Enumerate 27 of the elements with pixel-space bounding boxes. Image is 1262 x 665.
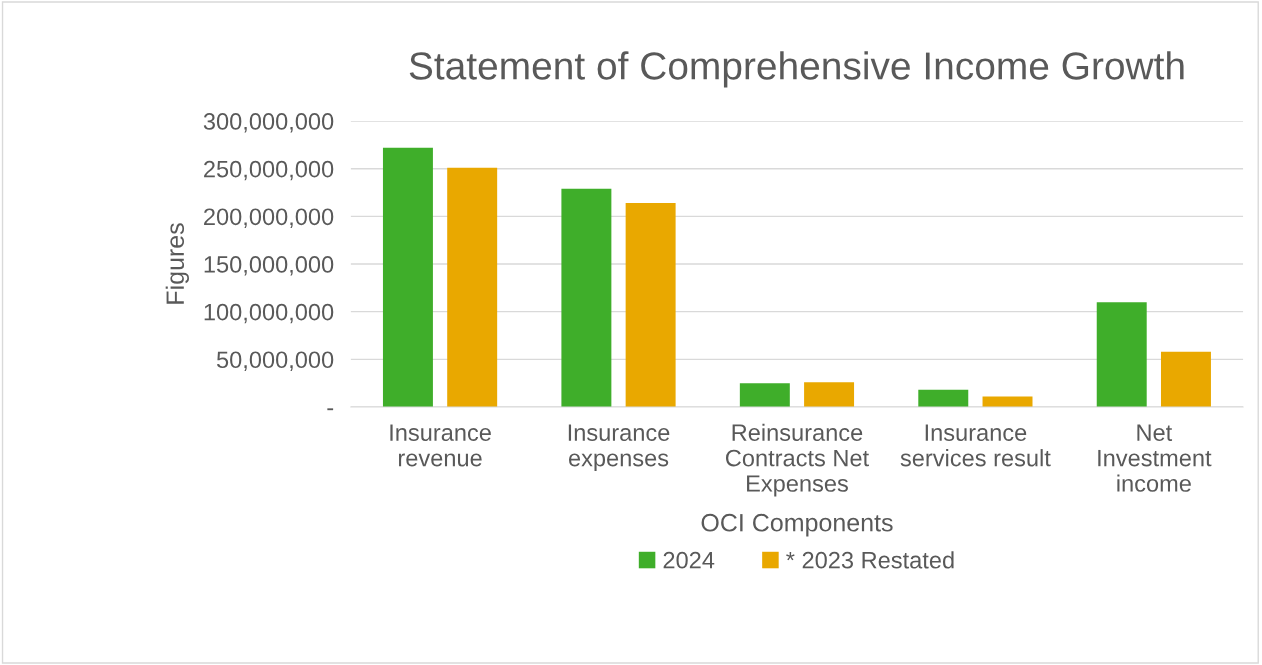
x-tick-label: Insurance expenses [568, 424, 670, 472]
bar [1096, 302, 1147, 407]
x-tick-label: Net Investment income [1098, 424, 1212, 492]
y-tick-label: 100,000,000 [204, 303, 334, 324]
y-tick-label: 300,000,000 [203, 113, 334, 133]
bar [982, 396, 1033, 407]
bar [561, 188, 612, 407]
legend-label: 2024 [663, 551, 715, 569]
y-tick-label: 250,000,000 [204, 160, 334, 181]
bar [382, 147, 433, 407]
bar [804, 382, 855, 407]
bar [625, 203, 676, 407]
legend-label: * 2023 Restated [786, 551, 954, 569]
chart-title: Statement of Comprehensive Income Growth [409, 51, 1184, 88]
x-tick-label: Insurance revenue [390, 424, 491, 467]
y-tick-label: 50,000,000 [216, 351, 334, 371]
x-tick-label: Insurance services result [900, 424, 1051, 467]
y-tick-label: - [327, 408, 334, 411]
bar [739, 383, 790, 407]
y-tick-label: 200,000,000 [204, 208, 334, 228]
bar [447, 167, 498, 407]
y-axis-title: Figures [165, 223, 189, 304]
x-tick-label: Reinsurance Contracts Net Expenses [725, 423, 869, 497]
y-tick-label: 150,000,000 [204, 256, 334, 276]
x-axis-title: OCI Components [701, 513, 893, 537]
bar [918, 389, 969, 407]
bar [1160, 351, 1211, 407]
